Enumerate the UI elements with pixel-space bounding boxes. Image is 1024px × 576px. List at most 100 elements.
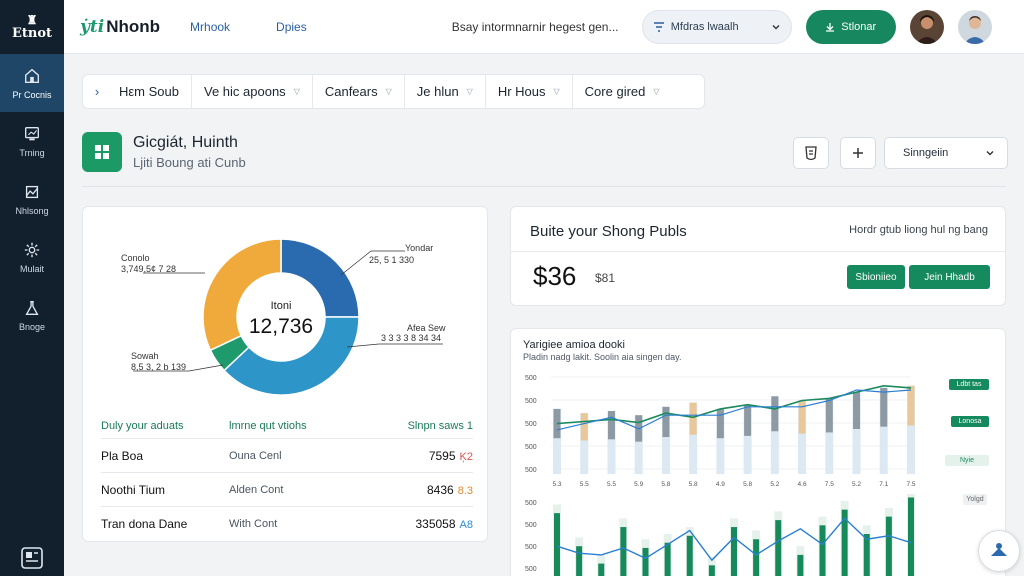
y-tick-label: 500 bbox=[525, 421, 537, 428]
table-row[interactable]: Tran dona Dane With Cont 335058 A8 bbox=[101, 506, 473, 540]
bar[interactable] bbox=[576, 546, 583, 576]
bar[interactable] bbox=[907, 385, 915, 426]
table-row[interactable]: Pla Boa Ouna Cenl 7595 Ķ2 bbox=[101, 438, 473, 472]
bar[interactable] bbox=[580, 413, 588, 441]
bar[interactable] bbox=[797, 554, 804, 576]
y-tick-label: 500 bbox=[525, 500, 537, 507]
bar[interactable] bbox=[554, 513, 560, 576]
clipboard-button[interactable] bbox=[793, 137, 829, 169]
help-button[interactable] bbox=[978, 530, 1020, 572]
legend-tag[interactable]: Nyie bbox=[945, 455, 989, 466]
bar[interactable] bbox=[908, 497, 914, 576]
sidebar-item-training[interactable]: Trning bbox=[0, 112, 64, 170]
card-action-button[interactable]: Jein Hhadb bbox=[909, 265, 990, 289]
row-name: Tran dona Dane bbox=[101, 516, 188, 531]
x-tick-label: 5.5 bbox=[580, 481, 589, 488]
sidebar-item-lab[interactable]: Bnoge bbox=[0, 286, 64, 344]
filter-item[interactable]: Canfears ▽ bbox=[313, 75, 405, 108]
x-tick-label: 5.8 bbox=[743, 481, 752, 488]
caret-down-icon: ▽ bbox=[385, 87, 392, 96]
filter-label: Canfears bbox=[324, 84, 378, 99]
column-header[interactable]: Duly your aduats bbox=[101, 420, 184, 432]
filter-item[interactable]: Hr Hous ▽ bbox=[486, 75, 573, 108]
sidebar-item-settings[interactable]: Mulait bbox=[0, 228, 64, 286]
bar[interactable] bbox=[841, 509, 848, 576]
bar-shadow bbox=[716, 408, 725, 474]
filter-item[interactable]: Hεm Soub bbox=[107, 75, 192, 108]
bar[interactable] bbox=[664, 542, 671, 576]
brand[interactable]: ẏti Nhonb bbox=[80, 17, 160, 37]
primary-action-button[interactable]: Stlonar bbox=[805, 9, 896, 44]
bar[interactable] bbox=[771, 396, 779, 432]
price-sub: $81 bbox=[595, 271, 616, 285]
sidebar-bottom[interactable] bbox=[0, 546, 64, 570]
bar[interactable] bbox=[853, 392, 861, 429]
flask-icon bbox=[25, 300, 39, 315]
column-header[interactable]: Slnpn saws 1 bbox=[407, 420, 473, 432]
nav-link[interactable]: Dpies bbox=[276, 19, 307, 34]
column-header[interactable]: lmrne qut vtiohs bbox=[229, 420, 307, 432]
bar[interactable] bbox=[598, 563, 605, 576]
filter-item[interactable]: Core gired ▽ bbox=[573, 75, 672, 108]
filter-label: Ve hic apoons bbox=[204, 84, 286, 99]
bar[interactable] bbox=[819, 525, 826, 576]
bar[interactable] bbox=[775, 520, 782, 576]
sidebar-item-reports[interactable]: Nhlsong bbox=[0, 170, 64, 228]
primary-action-label: Stlonar bbox=[841, 20, 877, 33]
legend-tag[interactable]: Ldbt tas bbox=[949, 379, 989, 390]
bar[interactable] bbox=[607, 411, 615, 440]
bar[interactable] bbox=[744, 404, 752, 436]
row-name: Noothi Tium bbox=[101, 482, 166, 497]
bar[interactable] bbox=[798, 400, 806, 434]
legend-tag[interactable]: Lonosa bbox=[951, 416, 989, 427]
clipboard-icon bbox=[805, 146, 817, 161]
add-button[interactable] bbox=[840, 137, 876, 169]
card-action-button[interactable]: Sbioniieo bbox=[847, 265, 905, 289]
row-change: Ķ2 bbox=[459, 450, 473, 463]
series-line[interactable] bbox=[556, 517, 912, 562]
search-input[interactable] bbox=[451, 19, 622, 34]
bar[interactable] bbox=[880, 387, 888, 427]
app-logo[interactable]: ♜ Etnot bbox=[0, 0, 64, 54]
bar[interactable] bbox=[642, 547, 649, 576]
series-line[interactable] bbox=[556, 384, 912, 425]
filter-label: Core gired bbox=[584, 84, 646, 99]
filter-item[interactable]: Ve hic apoons ▽ bbox=[192, 75, 313, 108]
x-tick-label: 5.2 bbox=[770, 481, 779, 488]
table-row[interactable]: Noothi Tium Alden Cont 8436 8.3 bbox=[101, 472, 473, 506]
bar[interactable] bbox=[686, 535, 693, 576]
bar[interactable] bbox=[708, 565, 715, 576]
home-icon bbox=[25, 68, 39, 83]
bar[interactable] bbox=[863, 534, 870, 576]
workspace-dropdown[interactable]: Mfdras lwaalh bbox=[641, 9, 792, 44]
bar[interactable] bbox=[885, 516, 892, 576]
x-tick-label: 5.3 bbox=[552, 481, 561, 488]
bar[interactable] bbox=[731, 527, 737, 576]
filter-item[interactable]: Je hlun ▽ bbox=[405, 75, 486, 108]
chevron-right-icon[interactable]: › bbox=[94, 84, 100, 99]
sidebar-item-home[interactable]: Pr Cocnis bbox=[0, 54, 64, 112]
bar[interactable] bbox=[689, 402, 697, 435]
monitor-icon bbox=[25, 126, 39, 140]
bar[interactable] bbox=[825, 398, 833, 433]
sidebar-item-label: Mulait bbox=[19, 263, 44, 274]
row-sub: With Cont bbox=[229, 517, 278, 530]
divider bbox=[82, 186, 1006, 187]
bar[interactable] bbox=[753, 539, 760, 576]
bar[interactable] bbox=[620, 527, 627, 576]
nav-link[interactable]: Mrhook bbox=[190, 19, 231, 34]
avatar[interactable] bbox=[909, 9, 944, 44]
legend-tag[interactable]: Yolgd bbox=[963, 494, 987, 505]
x-tick-label: 4.6 bbox=[798, 481, 807, 488]
series-line[interactable] bbox=[556, 389, 912, 431]
bar[interactable] bbox=[716, 408, 724, 439]
avatar[interactable] bbox=[957, 9, 992, 44]
bar-shadow bbox=[607, 411, 616, 474]
sort-select[interactable]: Sinngeiin bbox=[884, 137, 1008, 169]
bar-shadow bbox=[743, 404, 752, 474]
row-sub: Ouna Cenl bbox=[229, 449, 282, 462]
y-tick-label: 500 bbox=[525, 398, 537, 405]
donut-chart: Itoni 12,736 Yondar 25, 5 1 330 Afea Sew… bbox=[121, 238, 446, 396]
caret-down-icon: ▽ bbox=[553, 87, 560, 96]
bar[interactable] bbox=[662, 406, 670, 438]
